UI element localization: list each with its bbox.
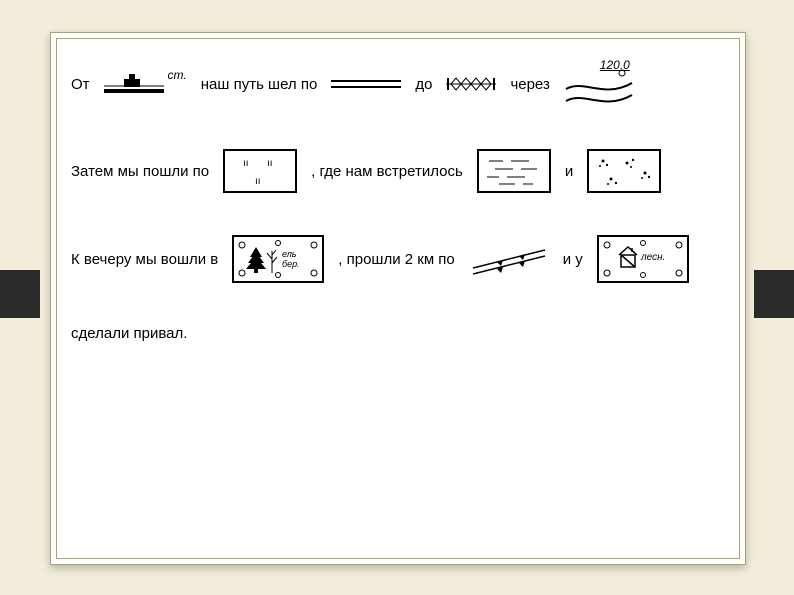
label-station: ст. <box>168 68 187 82</box>
row-1: От ст. наш путь шел по до <box>71 61 725 107</box>
svg-text:бер.: бер. <box>282 259 300 269</box>
highway-icon <box>331 74 401 94</box>
text-camp: сделали привал. <box>71 325 187 342</box>
text-iu: и у <box>563 251 583 268</box>
meadow-icon: ıı ıı ıı <box>223 149 297 193</box>
row-3: К вечеру мы вошли в <box>71 235 725 283</box>
side-tab-right <box>754 270 794 318</box>
text-walked: , прошли 2 км по <box>338 251 455 268</box>
text-evening: К вечеру мы вошли в <box>71 251 218 268</box>
text-where: , где нам встретилось <box>311 163 463 180</box>
svg-text:ıı: ıı <box>255 176 261 187</box>
text-ot: От <box>71 76 90 93</box>
row-4: сделали привал. <box>71 325 725 342</box>
text-path: наш путь шел по <box>201 76 318 93</box>
swamp-icon <box>477 149 551 193</box>
shrub-icon <box>587 149 661 193</box>
row-2: Затем мы пошли по ıı ıı ıı , где нам вст… <box>71 149 725 193</box>
trail-icon <box>469 242 549 276</box>
forest-icon: ель бер. <box>232 235 324 283</box>
river-icon <box>564 61 634 107</box>
exercise-frame: От ст. наш путь шел по до <box>50 32 746 565</box>
text-through: через <box>510 76 549 93</box>
station-icon <box>104 69 164 99</box>
svg-text:ель: ель <box>282 249 297 259</box>
text-and1: и <box>565 163 573 180</box>
text-then: Затем мы пошли по <box>71 163 209 180</box>
bridge-icon <box>446 74 496 94</box>
side-tab-left <box>0 270 40 318</box>
svg-text:ıı: ıı <box>243 158 249 169</box>
svg-text:ıı: ıı <box>267 158 273 169</box>
exercise-content: От ст. наш путь шел по до <box>71 61 725 384</box>
svg-text:лесн.: лесн. <box>640 252 665 263</box>
text-do: до <box>415 76 432 93</box>
forester-icon: лесн. <box>597 235 689 283</box>
